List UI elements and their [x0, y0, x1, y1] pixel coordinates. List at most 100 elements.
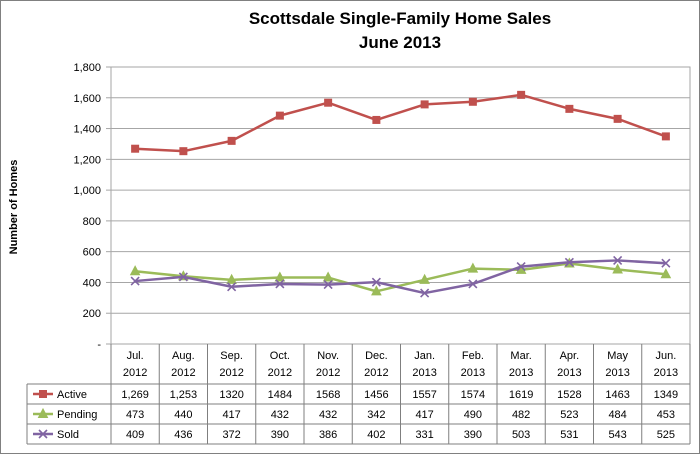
data-point-pending [612, 263, 623, 274]
data-point-pending [274, 271, 286, 282]
category-label-month: May [607, 350, 628, 362]
data-point-active [420, 100, 429, 109]
table-cell-sold: 503 [512, 429, 530, 441]
data-point-active [517, 90, 526, 99]
legend-marker-sold [38, 429, 48, 439]
data-point-sold [516, 262, 526, 272]
category-label-month: Aug. [172, 350, 195, 362]
data-point-active [324, 98, 333, 107]
table-cell-active: 1,253 [170, 389, 198, 401]
data-point-pending [467, 262, 479, 273]
table-cell-sold: 402 [367, 429, 385, 441]
data-point-active [131, 144, 140, 153]
category-label-month: Jan. [414, 350, 435, 362]
table-cell-sold: 409 [126, 429, 144, 441]
data-point-active [661, 132, 670, 141]
category-label-year: 2012 [219, 367, 243, 379]
legend-marker-active [39, 390, 47, 398]
legend-label-active: Active [57, 389, 87, 401]
data-point-sold [371, 277, 381, 287]
series-lines [129, 90, 672, 298]
data-point-active [179, 147, 188, 156]
table-cell-active: 1557 [412, 389, 436, 401]
y-tick-label: 800 [83, 216, 101, 228]
category-label-year: 2013 [509, 367, 533, 379]
data-point-sold [613, 255, 623, 266]
table-cell-sold: 331 [415, 429, 433, 441]
data-point-pending [371, 285, 382, 296]
table-cell-sold: 390 [464, 429, 482, 441]
data-point-active [613, 114, 622, 123]
table-cell-active: 1484 [268, 389, 292, 401]
table-cell-pending: 432 [319, 409, 337, 421]
table-cell-pending: 417 [415, 409, 433, 421]
series-line-pending [134, 262, 666, 293]
data-point-active [468, 97, 477, 106]
table-cell-active: 1456 [364, 389, 388, 401]
category-label-month: Mar. [510, 350, 531, 362]
data-point-pending [419, 273, 430, 284]
table-cell-active: 1349 [654, 389, 678, 401]
data-point-sold [468, 279, 478, 289]
table-cell-pending: 490 [464, 409, 482, 421]
legend-label-sold: Sold [57, 429, 79, 441]
data-point-active [275, 111, 284, 120]
category-label-year: 2013 [654, 367, 678, 379]
category-label-month: Feb. [462, 350, 484, 362]
y-tick-label: 600 [83, 247, 101, 259]
table-cell-active: 1568 [316, 389, 340, 401]
category-label-month: Sep. [220, 350, 243, 362]
table-cell-sold: 525 [657, 429, 675, 441]
y-tick-labels: - 200 400 600 800 1,000 1,200 1,400 1,600 1,800 [73, 62, 101, 351]
legend-label-pending: Pending [57, 409, 97, 421]
category-label-month: Jul. [127, 350, 144, 362]
chart-title-line-1: Scottsdale Single-Family Home Sales [249, 9, 551, 28]
category-label-year: 2013 [412, 367, 436, 379]
table-cell-pending: 484 [608, 409, 626, 421]
table-cell-active: 1320 [219, 389, 243, 401]
y-tick-label: 1,000 [73, 185, 101, 197]
table-cell-active: 1528 [557, 389, 581, 401]
table-cell-pending: 342 [367, 409, 385, 421]
table-cell-active: 1463 [605, 389, 629, 401]
data-point-active [372, 115, 381, 124]
y-tick-label: - [97, 339, 101, 351]
category-label-month: Oct. [270, 350, 290, 362]
category-label-year: 2013 [557, 367, 581, 379]
category-label-month: Nov. [317, 350, 339, 362]
chart-title-line-2: June 2013 [359, 33, 441, 52]
category-label-month: Jun. [655, 350, 676, 362]
category-label-month: Dec. [365, 350, 388, 362]
category-label-year: 2012 [171, 367, 195, 379]
data-point-sold [275, 279, 285, 289]
table-cell-pending: 432 [271, 409, 289, 421]
legend-marker-pending [37, 407, 49, 418]
category-label-year: 2012 [123, 367, 147, 379]
table-cell-pending: 473 [126, 409, 144, 421]
data-point-sold [323, 280, 333, 290]
y-axis-label: Number of Homes [8, 160, 20, 255]
series-line-sold [135, 259, 666, 295]
category-label-year: 2013 [461, 367, 485, 379]
data-point-sold [661, 258, 671, 268]
y-tick-label: 1,400 [73, 124, 101, 136]
table-cell-pending: 453 [657, 409, 675, 421]
table-cell-active: 1619 [509, 389, 533, 401]
data-point-pending [226, 273, 237, 284]
data-point-active [565, 104, 574, 113]
table-cell-active: 1,269 [121, 389, 149, 401]
data-point-pending [660, 268, 672, 279]
y-tick-label: 1,600 [73, 93, 101, 105]
category-label-month: Apr. [560, 350, 580, 362]
table-cell-pending: 482 [512, 409, 530, 421]
table-cell-sold: 436 [174, 429, 192, 441]
data-point-active [227, 136, 236, 145]
data-point-sold [130, 276, 140, 286]
series-line-active [135, 93, 667, 153]
table-cell-sold: 543 [608, 429, 626, 441]
data-table: Jul. 2012 Aug. 2012 Sep. 2012 Oct. 2012 Nov. 2012… [26, 344, 691, 445]
data-point-sold [564, 257, 574, 267]
table-cell-sold: 372 [222, 429, 240, 441]
table-cell-pending: 440 [174, 409, 192, 421]
